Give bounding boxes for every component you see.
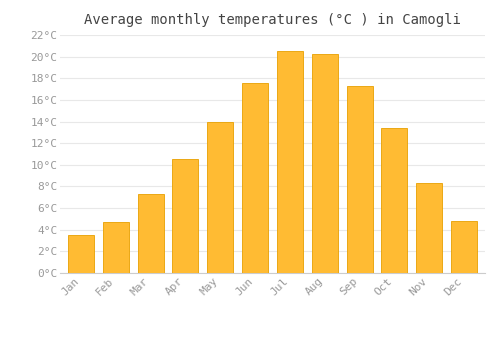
Bar	[346, 86, 372, 273]
Bar	[68, 235, 94, 273]
Bar	[102, 222, 129, 273]
Bar	[138, 194, 164, 273]
Bar	[312, 55, 338, 273]
Bar	[242, 83, 268, 273]
Bar	[416, 183, 442, 273]
Bar	[382, 128, 407, 273]
Bar	[207, 121, 234, 273]
Title: Average monthly temperatures (°C ) in Camogli: Average monthly temperatures (°C ) in Ca…	[84, 13, 461, 27]
Bar	[172, 159, 199, 273]
Bar	[451, 221, 477, 273]
Bar	[277, 51, 303, 273]
